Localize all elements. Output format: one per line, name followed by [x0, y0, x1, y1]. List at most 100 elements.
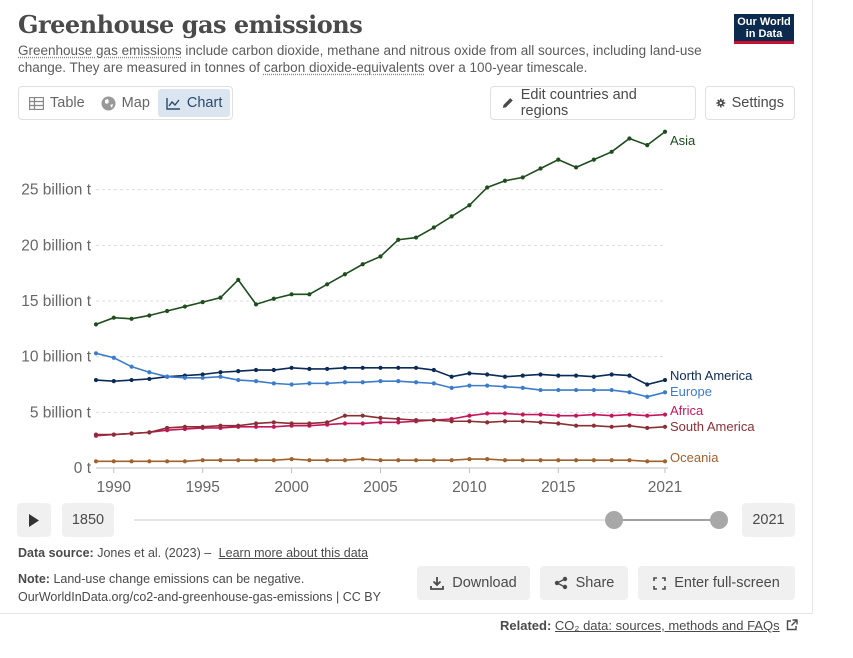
data-point-north-america [662, 377, 668, 383]
data-point-asia [413, 235, 419, 240]
data-point-north-america [467, 371, 472, 376]
data-point-oceania [182, 459, 188, 464]
tab-table[interactable]: Table [21, 89, 93, 117]
data-point-asia [342, 272, 348, 277]
data-point-south-america [502, 419, 508, 424]
share-icon [554, 576, 567, 590]
data-point-oceania [289, 456, 294, 462]
data-point-oceania [360, 456, 365, 462]
data-point-europe [609, 387, 614, 393]
note-text: Land-use change emissions can be negativ… [53, 572, 305, 586]
learn-more-link[interactable]: Learn more about this data [218, 546, 369, 560]
data-point-south-america [342, 413, 348, 418]
data-point-africa [538, 412, 543, 417]
data-point-north-america [360, 365, 365, 370]
data-point-europe [271, 381, 276, 386]
data-point-asia [556, 157, 561, 162]
share-button[interactable]: Share [540, 566, 628, 600]
timeline-end-year[interactable]: 2021 [742, 503, 795, 537]
data-point-asia [591, 157, 596, 162]
settings-label: Settings [731, 95, 784, 111]
data-point-south-america [573, 423, 579, 428]
source-text: Jones et al. (2023) – [97, 546, 212, 560]
data-point-europe [502, 384, 508, 389]
data-point-north-america [449, 374, 454, 379]
x-tick-label: 1995 [185, 479, 219, 492]
data-point-oceania [236, 458, 241, 463]
data-point-oceania [591, 458, 596, 463]
data-point-africa [520, 412, 525, 417]
subtitle-link-co2eq[interactable]: carbon dioxide-equivalents [263, 60, 425, 75]
chart-url-license[interactable]: OurWorldInData.org/co2-and-greenhouse-ga… [18, 590, 381, 604]
data-point-oceania [396, 458, 401, 463]
data-point-asia [147, 313, 152, 318]
fullscreen-button[interactable]: Enter full-screen [638, 566, 795, 600]
related-label: Related: [500, 618, 552, 633]
owid-logo[interactable]: Our World in Data [734, 14, 794, 44]
data-point-north-america [645, 382, 650, 387]
timeline-start-year[interactable]: 1850 [62, 503, 114, 537]
data-point-africa [467, 413, 472, 418]
tab-map-label: Map [121, 95, 150, 111]
timeline-track[interactable] [134, 519, 614, 521]
data-point-oceania [413, 458, 419, 463]
data-point-asia [520, 175, 525, 180]
data-point-africa [271, 424, 276, 429]
view-tabs: Table Map Chart [18, 86, 234, 120]
data-point-south-america [591, 423, 596, 428]
data-point-south-america [396, 416, 401, 422]
related-link[interactable]: CO₂ data: sources, methods and FAQs [554, 618, 780, 633]
data-point-europe [307, 381, 312, 386]
y-tick-label: 5 billion t [30, 404, 92, 421]
series-label-europe: Europe [670, 384, 712, 399]
tab-map[interactable]: Map [93, 89, 158, 117]
timeline-end-handle[interactable] [710, 511, 728, 529]
data-point-south-america [609, 424, 614, 429]
data-point-europe [253, 379, 259, 384]
subtitle-link-ghg[interactable]: Greenhouse gas emissions [18, 43, 182, 58]
tab-chart[interactable]: Chart [157, 89, 231, 117]
data-point-north-america [485, 372, 490, 377]
data-point-oceania [200, 458, 205, 463]
download-button[interactable]: Download [417, 566, 530, 600]
data-point-africa [556, 413, 561, 418]
data-point-north-america [129, 377, 134, 383]
data-point-north-america [307, 366, 312, 372]
data-point-asia [360, 262, 365, 267]
data-point-oceania [165, 459, 170, 464]
data-point-asia [573, 165, 579, 170]
data-point-europe [556, 387, 561, 393]
data-point-north-america [502, 374, 508, 379]
play-button[interactable] [17, 503, 51, 537]
data-point-europe [413, 380, 419, 385]
timeline-start-handle[interactable] [605, 511, 623, 529]
edit-countries-button[interactable]: Edit countries and regions [490, 86, 696, 120]
data-point-south-america [200, 424, 205, 429]
data-point-oceania [502, 458, 508, 463]
x-tick-label: 2015 [541, 479, 575, 492]
data-point-south-america [485, 420, 490, 425]
data-point-north-america [431, 367, 436, 373]
data-point-asia [307, 292, 312, 297]
settings-button[interactable]: Settings [705, 86, 795, 120]
data-point-south-america [538, 420, 543, 425]
data-point-europe [289, 382, 294, 387]
logo-line-1: Our World [737, 16, 791, 28]
data-point-oceania [538, 458, 543, 463]
data-point-north-america [325, 366, 330, 372]
data-point-africa [396, 420, 401, 425]
data-point-asia [645, 143, 650, 148]
data-point-europe [645, 394, 650, 399]
data-point-north-america [378, 365, 383, 370]
data-point-south-america [467, 419, 472, 424]
data-point-africa [502, 411, 508, 416]
play-icon [29, 513, 39, 527]
chart-subtitle: Greenhouse gas emissions include carbon … [18, 42, 718, 76]
data-point-south-america [253, 421, 259, 426]
line-chart-icon [166, 97, 180, 110]
data-point-asia [609, 149, 614, 154]
data-point-europe [111, 355, 116, 360]
data-point-oceania [485, 456, 490, 462]
data-point-north-america [200, 372, 205, 377]
data-point-north-america [218, 370, 223, 375]
